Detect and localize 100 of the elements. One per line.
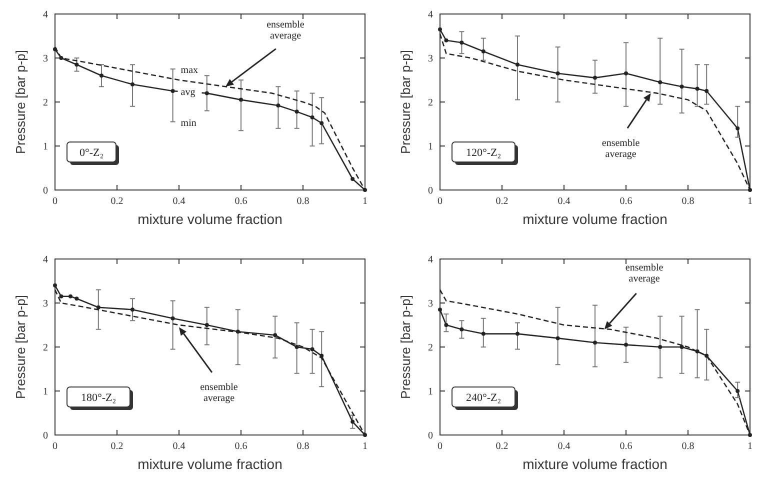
point (53, 283, 57, 288)
point (350, 420, 355, 424)
x-tick-label: 0.8 (296, 441, 310, 452)
annotation: 180°-Z₂ (80, 392, 116, 404)
y-tick-label: 4 (428, 254, 433, 266)
y-tick-label: 0 (428, 430, 433, 442)
point (460, 40, 464, 45)
point (74, 296, 79, 301)
point (624, 342, 628, 347)
point (276, 104, 280, 108)
y-axis-title: Pressure [bar p-p] (398, 50, 413, 154)
point (438, 27, 442, 32)
annotation: avg (180, 87, 196, 98)
point (204, 323, 209, 327)
y-tick-label: 2 (428, 342, 433, 354)
point (74, 62, 79, 67)
x-tick-label: 0.6 (620, 441, 632, 452)
x-tick-label: 0.6 (234, 441, 248, 452)
point (516, 332, 520, 336)
point (593, 340, 597, 345)
x-axis-title: mixture volume fraction (138, 456, 282, 472)
x-tick-label: 0.6 (620, 196, 632, 207)
x-tick-label: 0.2 (110, 196, 124, 207)
point (704, 89, 709, 93)
point (516, 62, 520, 67)
point (310, 115, 314, 120)
point (294, 345, 299, 349)
point (556, 336, 560, 340)
point (239, 98, 243, 102)
x-tick-label: 0.2 (496, 196, 508, 207)
point (736, 389, 740, 393)
y-tick-label: 3 (43, 54, 48, 64)
x-tick-label: 0 (438, 196, 442, 207)
y-tick-label: 3 (428, 298, 433, 310)
point (481, 332, 486, 336)
point (624, 71, 628, 76)
x-tick-label: 0.4 (172, 441, 186, 452)
annotation: ensemble average (625, 262, 664, 284)
point (294, 110, 299, 114)
x-tick-label: 0.4 (172, 196, 186, 207)
point (680, 345, 684, 349)
y-tick-label: 3 (43, 298, 48, 310)
x-tick-label: 0.4 (558, 441, 570, 452)
y-tick-label: 1 (428, 386, 433, 398)
point (320, 121, 324, 126)
x-tick-label: 0.4 (558, 196, 570, 207)
annotation: min (180, 118, 196, 129)
y-tick-label: 0 (428, 186, 433, 196)
x-tick-label: 0.6 (234, 196, 248, 207)
y-tick-label: 1 (43, 386, 48, 398)
point (736, 126, 740, 130)
x-tick-label: 1 (748, 196, 752, 207)
point (320, 354, 324, 358)
x-tick-label: 0 (438, 441, 442, 452)
y-tick-label: 1 (428, 142, 433, 152)
y-tick-label: 0 (43, 186, 48, 196)
y-tick-label: 2 (43, 342, 48, 354)
point (695, 86, 700, 91)
x-axis-title: mixture volume fraction (522, 456, 668, 472)
x-tick-label: 0.2 (110, 441, 124, 452)
point (444, 323, 448, 327)
point (130, 82, 134, 86)
y-tick-label: 4 (428, 10, 433, 20)
x-axis-title: mixture volume fraction (522, 211, 668, 227)
annotation: ensemble average (266, 20, 305, 42)
point (593, 76, 597, 80)
y-axis-title: Pressure [bar p-p] (13, 50, 28, 154)
y-axis-title: Pressure [bar p-p] (13, 294, 28, 400)
x-tick-label: 0.8 (682, 441, 694, 452)
y-tick-label: 0 (43, 430, 48, 442)
point (130, 308, 134, 312)
x-tick-label: 1 (362, 441, 368, 452)
x-tick-label: 0 (52, 196, 58, 207)
y-tick-label: 2 (43, 98, 48, 108)
x-tick-label: 0.8 (682, 196, 694, 207)
point (68, 294, 72, 298)
point (460, 327, 464, 332)
x-tick-label: 0 (52, 441, 58, 452)
point (59, 294, 64, 298)
point (170, 89, 175, 93)
point (350, 177, 355, 181)
point (273, 333, 278, 338)
point (438, 308, 442, 312)
y-tick-label: 3 (428, 54, 433, 64)
annotation: 120°-Z₂ (466, 147, 502, 159)
point (204, 91, 209, 96)
point (658, 345, 662, 349)
y-tick-label: 2 (428, 98, 433, 108)
x-axis-title: mixture volume fraction (138, 211, 282, 227)
x-tick-label: 1 (362, 196, 368, 207)
point (680, 84, 684, 89)
annotation: 0°-Z₂ (79, 147, 104, 159)
x-tick-label: 0.2 (496, 441, 508, 452)
y-tick-label: 1 (43, 142, 48, 152)
x-tick-label: 0.8 (296, 196, 310, 207)
y-tick-label: 4 (43, 254, 48, 266)
point (100, 74, 104, 78)
point (96, 305, 100, 310)
point (310, 347, 314, 352)
y-tick-label: 4 (43, 10, 48, 20)
